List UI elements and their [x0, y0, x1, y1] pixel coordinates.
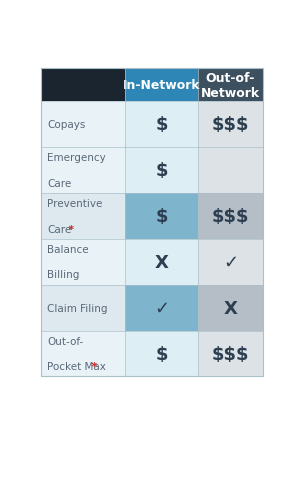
Bar	[41, 239, 125, 285]
Text: ✓: ✓	[223, 253, 238, 271]
Text: Emergency: Emergency	[47, 153, 106, 162]
Text: Balance: Balance	[47, 244, 89, 254]
Bar	[125, 69, 198, 102]
Text: *: *	[88, 362, 97, 372]
Bar	[198, 102, 263, 147]
Bar	[125, 193, 198, 239]
Bar	[41, 147, 125, 193]
Bar	[198, 69, 263, 102]
Bar	[198, 147, 263, 193]
Text: X: X	[223, 299, 237, 317]
Bar	[198, 239, 263, 285]
Bar	[125, 331, 198, 377]
Text: ✓: ✓	[154, 299, 169, 317]
Text: $: $	[155, 345, 168, 363]
Bar	[41, 69, 125, 102]
Text: Out-of-
Network: Out-of- Network	[201, 72, 260, 100]
Bar	[198, 285, 263, 331]
Text: Pocket Max: Pocket Max	[47, 362, 106, 372]
Bar	[198, 193, 263, 239]
Bar	[125, 147, 198, 193]
Text: X: X	[155, 253, 169, 271]
Text: $$$: $$$	[212, 116, 249, 134]
Bar	[125, 239, 198, 285]
Text: $: $	[155, 207, 168, 225]
Bar	[198, 331, 263, 377]
Text: Billing: Billing	[47, 270, 79, 280]
Bar	[41, 102, 125, 147]
Text: $$$: $$$	[212, 345, 249, 363]
Bar	[41, 69, 263, 377]
Text: *: *	[65, 224, 74, 234]
Text: Preventive: Preventive	[47, 198, 102, 208]
Text: Copays: Copays	[47, 120, 86, 130]
Text: Care: Care	[47, 178, 71, 188]
Bar	[125, 285, 198, 331]
Text: $: $	[155, 116, 168, 134]
Bar	[41, 193, 125, 239]
Bar	[125, 102, 198, 147]
Text: Care: Care	[47, 224, 71, 234]
Text: $: $	[155, 161, 168, 179]
Text: Claim Filing: Claim Filing	[47, 303, 107, 313]
Bar	[41, 331, 125, 377]
Bar	[41, 285, 125, 331]
Text: In-Network: In-Network	[123, 79, 200, 92]
Text: $$$: $$$	[212, 207, 249, 225]
Text: Out-of-: Out-of-	[47, 336, 83, 346]
